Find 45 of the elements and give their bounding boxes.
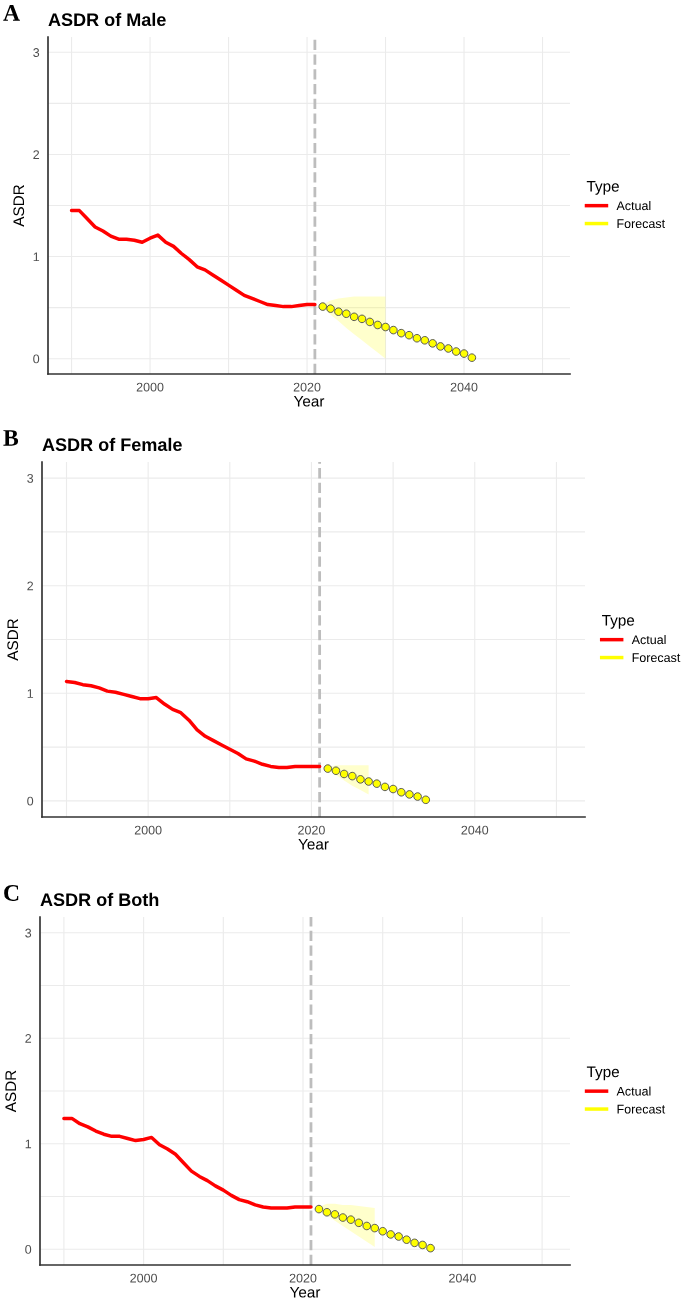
text: A [3,5,20,21]
y-tick-label: 2 [33,150,40,159]
y-tick-label: 1 [27,689,34,698]
y-tick-label: 3 [33,48,40,57]
line-series [62,1116,313,1210]
legend-label: Forecast [617,1104,666,1114]
y-tick-label: 1 [25,1139,32,1149]
y-tick-label: 2 [25,1034,32,1043]
y-tick-label: 2 [27,581,34,591]
legend-label: Actual [616,200,651,211]
line-series [69,208,317,309]
chart-title: ASDR of Female [42,437,182,452]
chart-title: ASDR of Male [48,12,166,27]
x-tick-label: 2040 [450,382,478,392]
legend-label: Actual [616,1086,651,1096]
x-axis-title: Year [289,1286,321,1298]
legend-title: Type [586,181,619,195]
y-tick-label: 3 [25,928,32,938]
y-axis-title: ASDR [5,1070,17,1113]
x-axis-title: Year [298,838,329,850]
x-tick-label: 2020 [289,1273,317,1283]
y-axis-title: ASDR [13,184,25,227]
text: C [4,885,19,901]
legend-title: Type [602,615,635,629]
x-tick-label: 2000 [134,825,162,835]
x-tick-label: 2020 [298,825,325,835]
legend-label: Forecast [617,219,665,229]
y-tick-label: 1 [33,252,40,262]
y-axis-title: ASDR [7,618,19,661]
x-tick-label: 2000 [136,382,164,392]
y-tick-label: 3 [27,473,34,483]
legend-label: Actual [631,634,666,645]
y-tick-label: 0 [33,354,40,364]
line-series [64,679,322,770]
x-tick-label: 2040 [449,1273,476,1283]
chart-title: ASDR of Both [40,892,159,907]
x-axis-title: Year [293,395,325,407]
legend-title: Type [586,1066,619,1081]
x-tick-label: 2000 [130,1273,158,1283]
x-tick-label: 2020 [293,382,321,392]
text: B [3,430,19,446]
y-tick-label: 0 [25,1244,32,1254]
legend-label: Forecast [632,653,681,663]
y-tick-label: 0 [27,796,34,806]
x-tick-label: 2040 [461,825,489,835]
